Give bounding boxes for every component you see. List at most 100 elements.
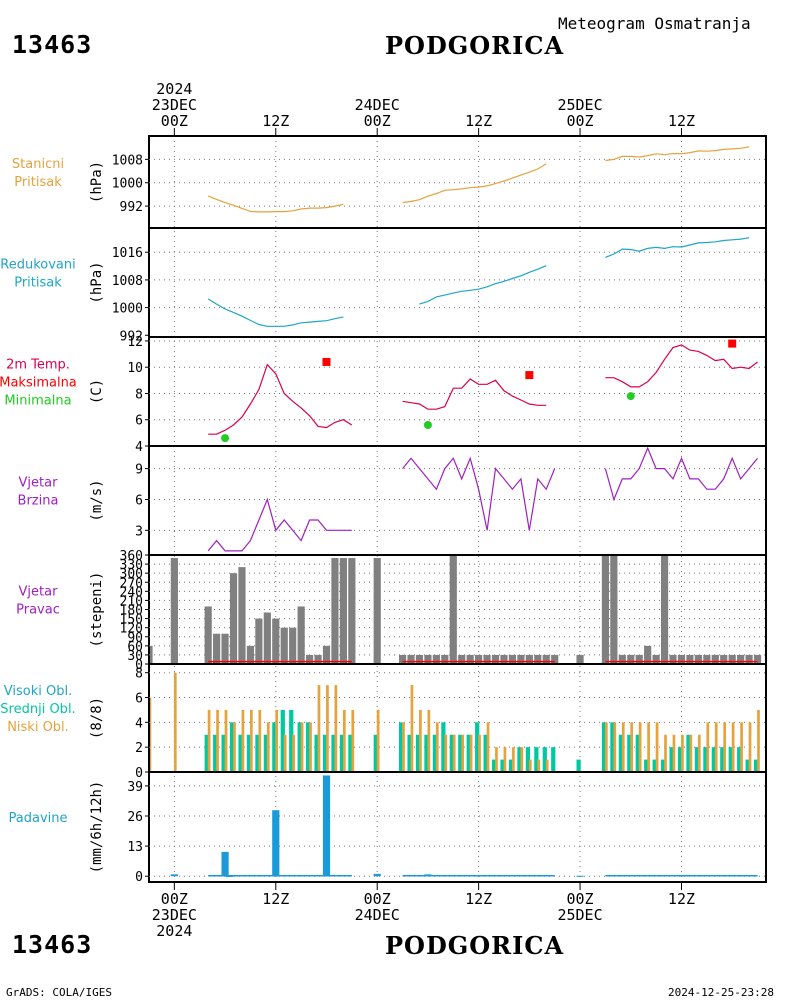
bar bbox=[703, 654, 711, 663]
mid-cloud-bar bbox=[263, 734, 269, 771]
panel-plot-temp bbox=[208, 339, 758, 443]
min-temp-marker bbox=[423, 420, 432, 429]
bar bbox=[255, 618, 263, 663]
footer-left: GrADS: COLA/IGES bbox=[6, 986, 112, 999]
bar bbox=[246, 645, 255, 663]
y-tick-label: 4 bbox=[135, 440, 143, 455]
y-tick-label: 1016 bbox=[112, 246, 143, 261]
bottom-time-label: 00Z bbox=[567, 890, 594, 908]
bar bbox=[610, 556, 618, 663]
panel-plot-clouds bbox=[150, 672, 760, 771]
header-station-id: 13463 bbox=[12, 30, 93, 59]
mid-cloud-bar bbox=[255, 734, 260, 771]
low-cloud-bar bbox=[757, 709, 760, 771]
bar bbox=[289, 627, 297, 663]
y-axis-label: (hPa) bbox=[89, 161, 105, 203]
y-tick-label: 10 bbox=[127, 361, 143, 376]
bar bbox=[272, 810, 280, 877]
low-cloud-bar bbox=[173, 672, 177, 771]
mid-cloud-bar bbox=[694, 747, 700, 771]
bar bbox=[213, 633, 221, 663]
low-cloud-bar bbox=[275, 709, 279, 771]
low-cloud-bar bbox=[427, 709, 431, 771]
top-time-label: 00Z bbox=[364, 112, 391, 130]
mid-cloud-bar bbox=[238, 734, 243, 771]
bar bbox=[348, 558, 356, 663]
top-time-label: 00Z bbox=[567, 112, 594, 130]
y-tick-label: 39 bbox=[127, 780, 143, 795]
mid-cloud-bar bbox=[542, 747, 547, 771]
bottom-time-label: 12Z bbox=[465, 890, 492, 908]
bar bbox=[627, 654, 635, 663]
series-line bbox=[207, 195, 344, 213]
bottom-time-label: 23DEC bbox=[152, 906, 197, 924]
bottom-time-label: 00Z bbox=[364, 890, 391, 908]
bar bbox=[322, 775, 331, 877]
mid-cloud-bar bbox=[475, 722, 480, 771]
panel-plot-wind_speed bbox=[207, 447, 758, 552]
bottom-time-label: 2024 bbox=[156, 922, 192, 940]
bar bbox=[551, 654, 559, 663]
mid-cloud-bar bbox=[297, 722, 302, 771]
low-cloud-bar bbox=[266, 722, 270, 771]
bar bbox=[339, 558, 347, 663]
mid-cloud-bar bbox=[407, 734, 412, 771]
min-temp-marker bbox=[626, 392, 635, 401]
bar bbox=[686, 654, 694, 663]
bar bbox=[720, 654, 728, 663]
y-tick-label: 270 bbox=[120, 576, 143, 591]
mid-cloud-bar bbox=[322, 734, 328, 771]
mid-cloud-bar bbox=[424, 734, 429, 771]
mid-cloud-bar bbox=[280, 709, 285, 771]
mid-cloud-bar bbox=[246, 734, 252, 771]
max-temp-marker bbox=[322, 357, 331, 366]
top-time-label: 12Z bbox=[465, 112, 492, 130]
bar bbox=[677, 654, 686, 663]
series-line bbox=[402, 378, 547, 410]
low-cloud-bar bbox=[351, 709, 355, 771]
bar bbox=[314, 654, 322, 663]
bar bbox=[525, 654, 533, 663]
y-tick-label: 330 bbox=[120, 558, 143, 573]
bar bbox=[272, 618, 280, 663]
bar bbox=[373, 558, 381, 663]
top-time-label: 23DEC bbox=[152, 96, 197, 114]
bottom-time-label: 25DEC bbox=[557, 906, 602, 924]
panel-label: Vjetar bbox=[19, 476, 59, 491]
bar bbox=[601, 556, 610, 663]
y-tick-label: 12 bbox=[127, 335, 143, 350]
panel-label: Padavine bbox=[9, 811, 68, 826]
header-station-name: PODGORICA bbox=[385, 31, 565, 60]
low-cloud-bar bbox=[689, 734, 693, 771]
bar bbox=[432, 654, 440, 663]
bar bbox=[483, 654, 491, 663]
mid-cloud-bar bbox=[272, 722, 277, 771]
bar bbox=[415, 654, 424, 663]
y-tick-label: 992 bbox=[120, 329, 143, 344]
mid-cloud-bar bbox=[551, 747, 556, 771]
max-temp-marker bbox=[728, 339, 737, 348]
panel-label: Visoki Obl. bbox=[4, 684, 72, 699]
mid-cloud-bar bbox=[221, 734, 226, 771]
panel-frame-temp bbox=[148, 336, 767, 447]
y-tick-label: 0 bbox=[135, 870, 143, 885]
low-cloud-bar bbox=[740, 722, 743, 771]
y-tick-label: 1008 bbox=[112, 153, 143, 168]
low-cloud-bar bbox=[300, 722, 304, 771]
low-cloud-bar bbox=[216, 709, 219, 771]
mid-cloud-bar bbox=[644, 759, 649, 771]
mid-cloud-bar bbox=[677, 747, 683, 771]
bar bbox=[238, 567, 246, 663]
y-axis-label: (m/s) bbox=[89, 479, 105, 521]
low-cloud-bar bbox=[672, 734, 676, 771]
y-tick-label: 60 bbox=[127, 640, 143, 655]
low-cloud-bar bbox=[435, 722, 439, 771]
low-cloud-bar bbox=[604, 722, 608, 771]
low-cloud-bar bbox=[478, 734, 481, 771]
bottom-time-label: 12Z bbox=[668, 890, 695, 908]
y-tick-label: 30 bbox=[127, 649, 143, 664]
y-tick-label: 3 bbox=[135, 524, 143, 539]
bar bbox=[170, 874, 178, 877]
panel-plot-redukovani bbox=[207, 237, 750, 327]
low-cloud-bar bbox=[150, 697, 152, 771]
